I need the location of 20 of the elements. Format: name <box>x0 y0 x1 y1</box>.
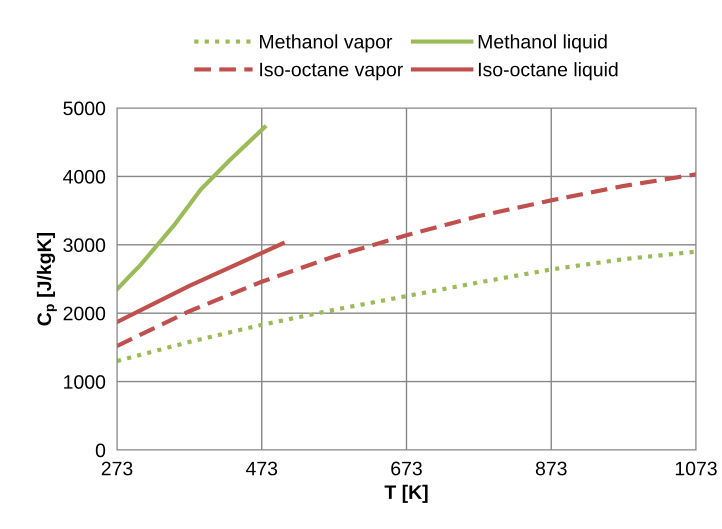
y-tick-label: 4000 <box>63 170 106 184</box>
line-series <box>117 172 696 348</box>
line-series <box>117 125 267 292</box>
y-axis-title: C$_{p}$ [J/kgK] <box>36 232 57 326</box>
line-series <box>117 250 696 364</box>
x-tick-label: 673 <box>391 462 422 476</box>
x-tick-label: 873 <box>536 462 567 476</box>
y-tick-label: 3000 <box>63 238 106 252</box>
x-tick-label: 1073 <box>676 462 717 476</box>
legend-label: Iso-octane liquid <box>478 62 618 80</box>
x-tick-label: 473 <box>246 462 278 476</box>
x-tick-label: 273 <box>102 462 132 476</box>
y-tick-label: 5000 <box>63 101 106 116</box>
legend-label: Methanol liquid <box>478 34 607 52</box>
x-axis-title: T [K] <box>384 484 428 503</box>
legend-label: Iso-octane vapor <box>260 62 403 80</box>
legend-label: Methanol vapor <box>260 34 392 52</box>
y-tick-label: 1000 <box>64 375 106 389</box>
y-tick-label: 0 <box>96 443 106 458</box>
y-tick-label: 2000 <box>64 306 106 320</box>
